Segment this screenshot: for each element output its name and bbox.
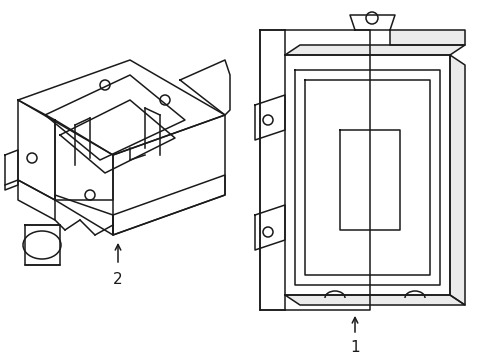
Polygon shape [285, 55, 449, 295]
Polygon shape [254, 205, 285, 250]
Text: 1: 1 [349, 341, 359, 356]
Polygon shape [18, 100, 55, 200]
Polygon shape [25, 225, 60, 265]
Polygon shape [285, 45, 464, 55]
Text: 2: 2 [113, 273, 122, 288]
Polygon shape [113, 175, 224, 235]
Polygon shape [285, 295, 464, 305]
Polygon shape [55, 120, 113, 200]
Polygon shape [260, 30, 369, 310]
Polygon shape [18, 60, 224, 155]
Polygon shape [5, 150, 18, 190]
Polygon shape [18, 180, 55, 220]
Polygon shape [113, 115, 224, 235]
Polygon shape [254, 95, 285, 140]
Polygon shape [389, 30, 464, 45]
Polygon shape [180, 60, 229, 115]
Polygon shape [55, 195, 113, 235]
Polygon shape [349, 15, 394, 30]
Polygon shape [449, 55, 464, 305]
